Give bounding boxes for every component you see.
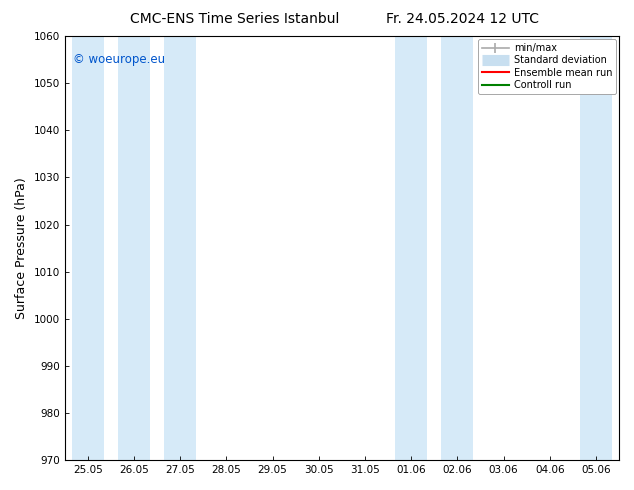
Text: Fr. 24.05.2024 12 UTC: Fr. 24.05.2024 12 UTC bbox=[386, 12, 540, 26]
Bar bbox=[441, 36, 474, 460]
Bar bbox=[579, 36, 612, 460]
Bar bbox=[395, 36, 427, 460]
Text: CMC-ENS Time Series Istanbul: CMC-ENS Time Series Istanbul bbox=[130, 12, 339, 26]
Y-axis label: Surface Pressure (hPa): Surface Pressure (hPa) bbox=[15, 177, 28, 319]
Legend: min/max, Standard deviation, Ensemble mean run, Controll run: min/max, Standard deviation, Ensemble me… bbox=[478, 39, 616, 94]
Bar bbox=[164, 36, 197, 460]
Bar bbox=[72, 36, 104, 460]
Text: © woeurope.eu: © woeurope.eu bbox=[73, 53, 165, 66]
Bar bbox=[118, 36, 150, 460]
